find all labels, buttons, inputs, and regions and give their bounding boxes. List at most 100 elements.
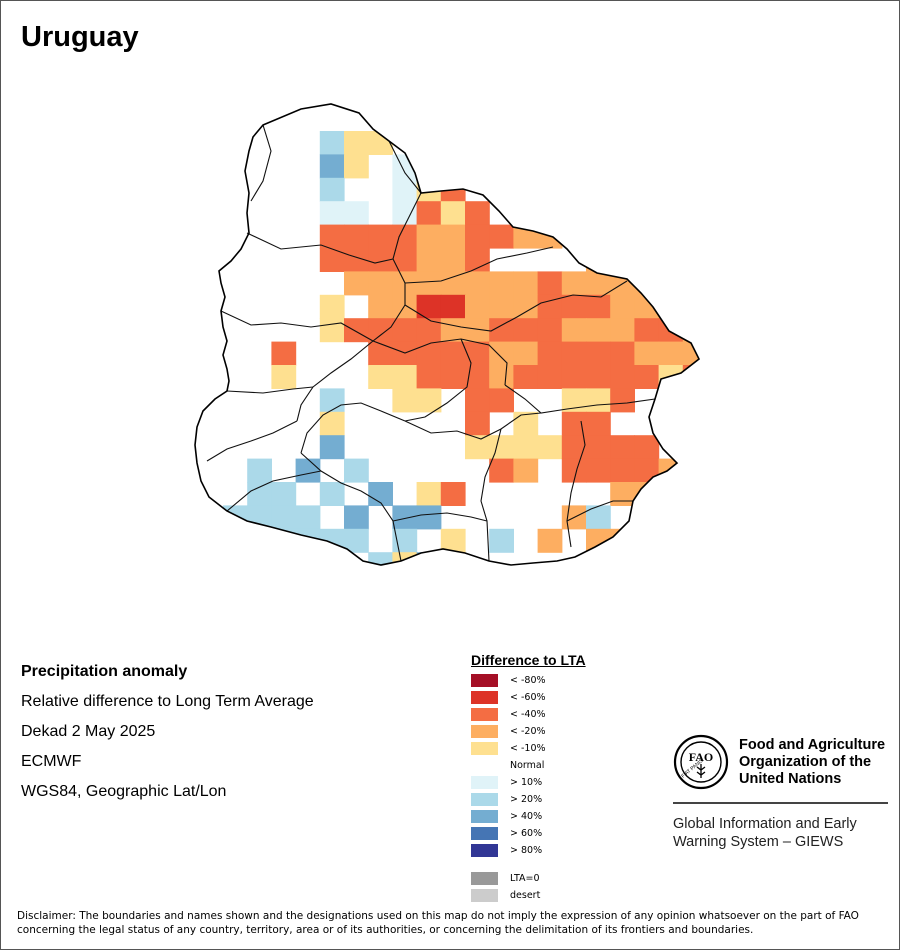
anomaly-cell [271,622,296,641]
anomaly-cell [392,599,417,623]
anomaly-cell [513,318,539,343]
legend-title: Difference to LTA [471,652,586,668]
anomaly-cell [561,201,587,226]
anomaly-cell [537,365,563,389]
anomaly-cell [586,458,611,483]
anomaly-cell [610,458,635,483]
anomaly-cell [683,576,708,600]
anomaly-cell [634,458,660,483]
anomaly-cell [392,201,418,226]
anomaly-cell [780,599,805,623]
anomaly-cell [682,458,699,483]
anomaly-cell [465,411,490,436]
anomaly-cell [755,365,780,389]
legend-class: > 10% [471,774,651,791]
anomaly-cell [755,552,780,576]
anomaly-cell [780,459,805,483]
anomaly-cell [465,388,490,413]
anomaly-cell [755,599,780,623]
giews-name: Global Information and Early Warning Sys… [673,815,888,851]
anomaly-cell [731,342,756,366]
anomaly-cell [755,529,780,553]
legend-label: < -60% [510,692,546,703]
legend-swatch [471,725,498,738]
anomaly-cell [368,552,393,565]
anomaly-cell [416,294,442,319]
legend-class: > 60% [471,825,651,842]
anomaly-cell [561,318,587,343]
anomaly-cell [682,411,699,436]
anomaly-cell [634,248,660,272]
anomaly-cell [634,552,660,565]
anomaly-cell [344,318,369,343]
department-boundary [372,192,422,342]
anomaly-cell [804,482,829,506]
anomaly-cell [271,482,297,506]
anomaly-map [194,103,829,641]
anomaly-cell [731,552,756,576]
svg-text:FAO: FAO [689,750,713,764]
department-boundaries [206,124,656,562]
anomaly-cell [319,224,345,249]
disclaimer-line-1: Disclaimer: The boundaries and names sho… [17,910,859,922]
map-legend: Difference to LTA < -80% < -60% < -40% < -2… [471,652,651,904]
anomaly-cell [804,622,829,641]
anomaly-cell [223,505,248,530]
anomaly-cell [416,341,442,366]
anomaly-cell [804,412,829,436]
info-line-source: ECMWF [21,753,82,770]
anomaly-cell [658,271,684,296]
legend-label: < -80% [510,675,546,686]
giews-line-1: Global Information and Early [673,816,857,832]
anomaly-cell [416,224,442,249]
anomaly-cell [513,435,539,460]
anomaly-cell [682,318,699,343]
legend-class: < -20% [471,723,651,740]
anomaly-cell [707,412,732,436]
anomaly-cell [513,365,539,389]
anomaly-cell [465,224,490,249]
anomaly-cell [344,458,369,483]
anomaly-cell [416,482,442,506]
anomaly-cell [537,271,563,296]
anomaly-cell [658,552,684,565]
department-boundary [206,420,298,462]
anomaly-cell [755,576,780,600]
anomaly-cell [319,318,345,343]
anomaly-cell [465,201,490,226]
anomaly-cell [440,224,466,249]
anomaly-cell [780,412,805,436]
anomaly-cell [731,365,756,389]
legend-class: < -10% [471,740,651,757]
anomaly-cell [586,294,611,319]
anomaly-cell [780,622,805,641]
legend-label: < -40% [510,709,546,720]
anomaly-cell [804,388,829,412]
map-info-block: Precipitation anomaly Relative differenc… [21,657,441,807]
legend-label: LTA=0 [510,873,540,884]
anomaly-cell [416,248,442,272]
legend-swatch [471,708,498,721]
anomaly-cell [731,622,756,641]
map-title: Uruguay [21,21,139,53]
anomaly-cell [586,411,611,436]
anomaly-cell [368,318,393,343]
anomaly-cell [513,599,538,623]
department-boundary [296,340,374,422]
anomaly-cell [707,365,732,389]
anomaly-cell [658,294,684,319]
fao-divider [673,802,888,804]
anomaly-cell [416,154,442,179]
anomaly-cell [610,365,635,389]
anomaly-cell [731,529,756,553]
anomaly-cell [392,341,418,366]
department-boundary [246,232,394,264]
anomaly-cell [295,552,321,565]
anomaly-cell [683,622,708,641]
anomaly-cell [634,435,660,460]
legend-class: > 20% [471,791,651,808]
anomaly-cell [319,201,345,226]
legend-swatch [471,889,498,902]
anomaly-cell [465,271,490,296]
